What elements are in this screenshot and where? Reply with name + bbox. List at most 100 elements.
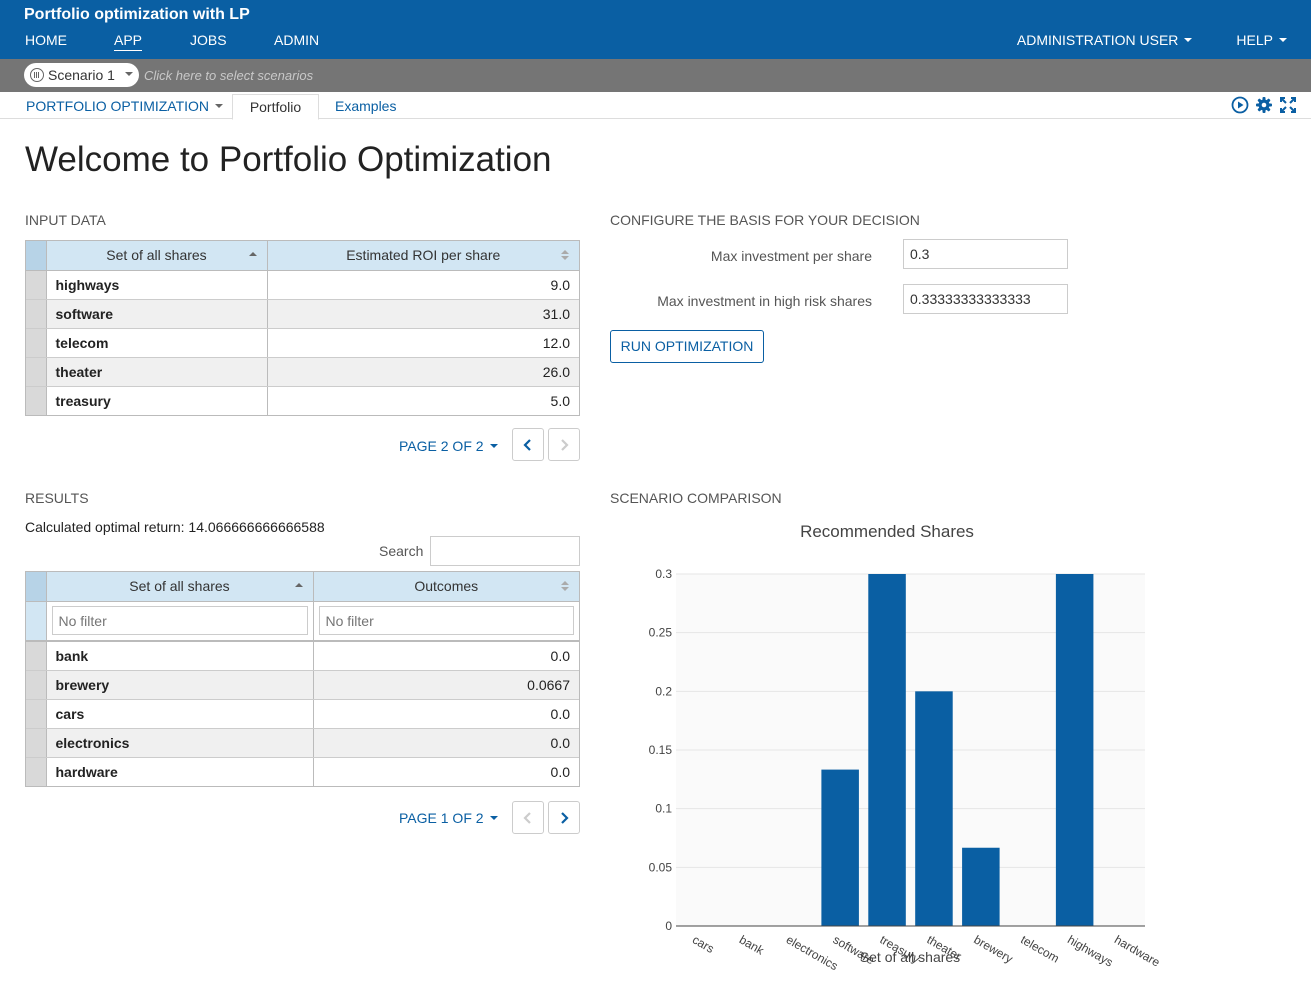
y-axis-ticks: 0 0.05 0.1 0.15 0.2 0.25 0.3 (649, 567, 673, 933)
x-tick-label: bank (737, 932, 767, 958)
bar-theater[interactable] (915, 691, 953, 926)
nav-app[interactable]: APP (114, 32, 190, 51)
row-header[interactable] (26, 670, 47, 700)
row-header[interactable] (26, 270, 47, 300)
max-risk-input[interactable] (903, 284, 1068, 314)
scenario-hint[interactable]: Click here to select scenarios (144, 68, 314, 83)
top-navbar: Portfolio optimization with LP HOME APP … (0, 0, 1311, 59)
bar-treasury[interactable] (868, 574, 906, 926)
shares-filter-input[interactable] (51, 606, 308, 636)
chevron-down-icon (215, 104, 224, 109)
row-header[interactable] (26, 757, 47, 786)
row-header[interactable] (26, 641, 47, 671)
optimal-return-text: Calculated optimal return: 14.0666666666… (25, 519, 325, 535)
page-label: PAGE 1 OF 2 (399, 810, 484, 826)
next-page-button[interactable] (548, 428, 580, 461)
user-nav: ADMINISTRATION USER HELP (973, 32, 1287, 48)
chevron-down-icon (489, 444, 498, 449)
bar-highways[interactable] (1055, 574, 1094, 926)
column-header-shares[interactable]: Set of all shares (46, 241, 268, 271)
table-row[interactable]: treasury 5.0 (26, 386, 579, 415)
chevron-left-icon (523, 439, 531, 451)
scenario-bar: Scenario 1 Click here to select scenario… (0, 59, 1311, 92)
comparison-title: SCENARIO COMPARISON (610, 490, 782, 506)
nav-jobs[interactable]: JOBS (190, 32, 227, 48)
scenario-selector[interactable]: Scenario 1 (24, 63, 139, 87)
roi-value: 12.0 (267, 328, 579, 358)
prev-page-button[interactable] (512, 801, 544, 834)
page-label: PAGE 2 OF 2 (399, 438, 484, 454)
column-header-label: Set of all shares (106, 247, 207, 264)
y-tick-label: 0.15 (649, 743, 673, 757)
bar-brewery[interactable] (962, 847, 1000, 926)
table-corner (26, 241, 47, 271)
column-header-label: Outcomes (414, 578, 479, 595)
next-page-button[interactable] (548, 801, 580, 834)
run-optimization-button[interactable]: RUN OPTIMIZATION (610, 330, 764, 363)
share-name: theater (46, 357, 268, 387)
x-tick-label: highways (1065, 932, 1115, 969)
play-icon[interactable] (1231, 96, 1249, 114)
row-header[interactable] (26, 299, 47, 329)
outcome-value: 0.0 (313, 728, 579, 758)
y-tick-label: 0.05 (649, 860, 673, 874)
row-header[interactable] (26, 699, 47, 729)
input-page-selector[interactable]: PAGE 2 OF 2 (399, 438, 498, 454)
user-menu-label: ADMINISTRATION USER (1016, 32, 1179, 48)
help-menu-label: HELP (1236, 32, 1273, 48)
column-header-label: Estimated ROI per share (346, 247, 501, 264)
x-tick-label: cars (690, 932, 717, 955)
nav-home[interactable]: HOME (25, 32, 67, 48)
chevron-down-icon (489, 816, 498, 821)
row-header[interactable] (26, 357, 47, 387)
view-dropdown[interactable]: PORTFOLIO OPTIMIZATION (26, 98, 224, 114)
gear-icon[interactable] (1255, 96, 1273, 114)
roi-value: 5.0 (550, 392, 570, 409)
bar-software[interactable] (821, 769, 859, 926)
table-row[interactable]: theater 26.0 (26, 357, 579, 387)
filter-cell (46, 601, 314, 642)
tab-portfolio[interactable]: Portfolio (232, 94, 319, 120)
prev-page-button[interactable] (512, 428, 544, 461)
chevron-left-icon (523, 812, 531, 824)
nav-admin[interactable]: ADMIN (274, 32, 320, 48)
x-tick-label: hardware (1112, 932, 1163, 969)
table-row[interactable]: hardware 0.0 (26, 757, 579, 786)
results-page-selector[interactable]: PAGE 1 OF 2 (399, 810, 498, 826)
scenario-icon (30, 68, 44, 82)
help-menu[interactable]: HELP (1236, 32, 1287, 48)
table-row[interactable]: software 31.0 (26, 299, 579, 329)
results-title: RESULTS (25, 490, 89, 506)
outcomes-filter-input[interactable] (318, 606, 574, 636)
max-invest-input[interactable] (903, 239, 1068, 269)
roi-value: 26.0 (267, 357, 579, 387)
row-header[interactable] (26, 328, 47, 358)
table-row[interactable]: bank 0.0 (26, 641, 579, 671)
chevron-right-icon (561, 812, 569, 824)
table-row[interactable]: telecom 12.0 (26, 328, 579, 358)
table-row[interactable]: highways 9.0 (26, 270, 579, 300)
search-label: Search (379, 543, 424, 559)
table-row[interactable]: electronics 0.0 (26, 728, 579, 758)
column-header-roi[interactable]: Estimated ROI per share (267, 241, 579, 271)
share-name: hardware (46, 757, 314, 786)
config-title: CONFIGURE THE BASIS FOR YOUR DECISION (610, 212, 920, 228)
row-header[interactable] (26, 386, 47, 415)
share-name: highways (46, 270, 268, 300)
fullscreen-icon[interactable] (1279, 96, 1297, 114)
sort-asc-icon (248, 252, 257, 256)
table-row[interactable]: cars 0.0 (26, 699, 579, 729)
outcome-value: 0.0 (313, 641, 579, 671)
share-name: brewery (46, 670, 314, 700)
user-menu[interactable]: ADMINISTRATION USER (1017, 32, 1193, 48)
x-tick-label: electronics (784, 932, 841, 973)
row-header[interactable] (26, 728, 47, 758)
tab-examples[interactable]: Examples (335, 98, 397, 114)
column-header-outcomes[interactable]: Outcomes (313, 572, 579, 602)
search-input[interactable] (430, 536, 580, 566)
table-row[interactable]: brewery 0.0667 (26, 670, 579, 700)
chevron-down-icon (1184, 38, 1193, 43)
max-risk-label: Max investment in high risk shares (657, 293, 872, 309)
column-header-shares[interactable]: Set of all shares (46, 572, 314, 602)
